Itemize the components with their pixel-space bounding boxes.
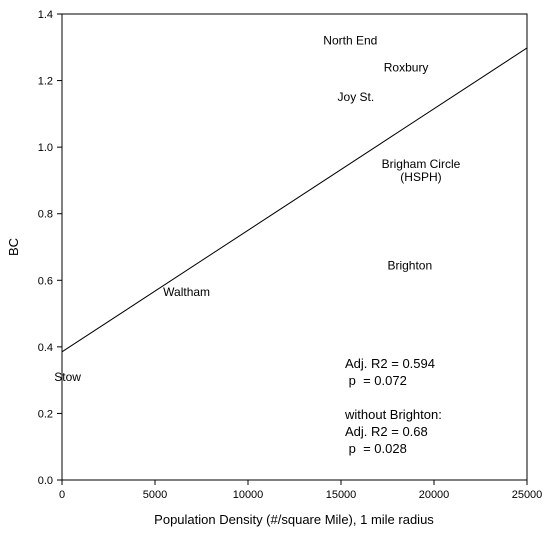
x-tick-label: 20000 [419,489,450,501]
x-axis-label: Population Density (#/square Mile), 1 mi… [154,512,434,527]
stats-line: Adj. R2 = 0.68 [345,424,428,439]
point-label: Stow [54,370,81,384]
point-label: Brigham Circle [382,157,461,171]
y-axis-label: BC [6,238,21,256]
point-labels: North End Roxbury Joy St. Brigham Circle(HS… [54,34,460,384]
point-label: Waltham [163,285,210,299]
y-tick-label: 1.2 [38,76,53,88]
y-tick-label: 0.4 [38,342,53,354]
x-tick-label: 0 [59,489,65,501]
x-tick-label: 15000 [326,489,357,501]
x-tick-label: 5000 [143,489,167,501]
x-tick-label: 10000 [233,489,264,501]
y-tick-label: 0.6 [38,275,53,287]
y-axis-ticks: 0.0 0.2 0.4 0.6 0.8 1.0 1.2 1.4 [38,9,62,487]
point-label: North End [323,34,377,48]
y-tick-label: 1.4 [38,9,53,21]
y-tick-label: 0.8 [38,209,53,221]
point-label: Joy St. [338,90,375,104]
stats-line: without Brighton: [344,407,442,422]
plot-frame [61,13,528,481]
stats-line: p = 0.028 [345,441,407,456]
point-label-line2: (HSPH) [400,170,441,184]
x-tick-label: 25000 [512,489,543,501]
regression-line [61,47,528,353]
x-axis-ticks: 0 5000 10000 15000 20000 25000 [59,480,542,501]
point-label: Brighton [387,258,432,272]
y-tick-label: 0.2 [38,408,53,420]
point-label: Roxbury [384,60,429,74]
stats-annotation: Adj. R2 = 0.594 p = 0.072 without Brighto… [344,356,442,456]
stats-line: Adj. R2 = 0.594 [345,356,435,371]
stats-line: p = 0.072 [345,373,407,388]
y-tick-label: 1.0 [38,142,53,154]
y-tick-label: 0.0 [38,475,53,487]
